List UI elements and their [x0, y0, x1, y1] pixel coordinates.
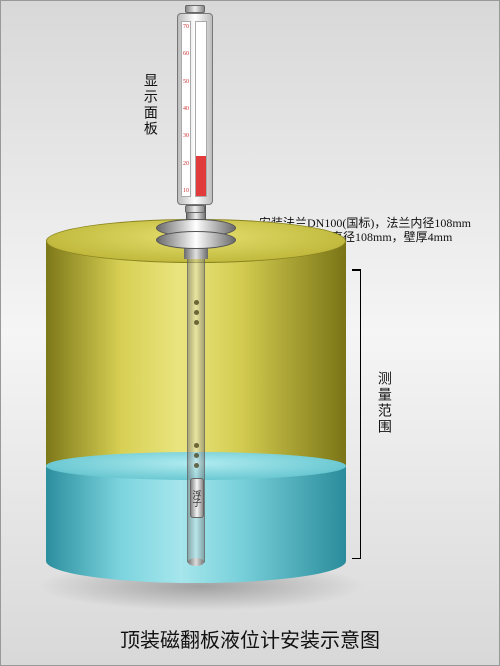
- tube-hole: [194, 463, 199, 468]
- scale-tick: 60: [182, 51, 190, 57]
- tube-hole: [194, 453, 199, 458]
- panel-cap-bottom: [185, 205, 205, 213]
- tube-hole: [194, 300, 199, 305]
- panel-indicator: [195, 21, 207, 197]
- display-panel: 70 60 50 40 30 20 10: [177, 13, 213, 205]
- float-label: 浮子: [191, 490, 204, 506]
- tube-hole: [194, 310, 199, 315]
- scale-tick: 40: [182, 106, 190, 112]
- diagram-stage: 浮子 70 60 50 40 30 20 10 显示面板 安装法兰DN100(国…: [1, 1, 499, 665]
- diagram-caption: 顶装磁翻板液位计安装示意图: [1, 624, 499, 653]
- flange-assembly: [156, 219, 236, 253]
- scale-tick: 10: [182, 188, 190, 194]
- scale-tick: 50: [182, 79, 190, 85]
- range-label: 测量范围: [373, 371, 392, 435]
- guide-tube: 浮子: [187, 253, 205, 563]
- panel-cap-top: [185, 5, 205, 13]
- scale-tick: 70: [182, 24, 190, 30]
- panel-scale: 70 60 50 40 30 20 10: [181, 21, 191, 197]
- panel-label: 显示面板: [139, 73, 158, 137]
- float: 浮子: [190, 478, 204, 518]
- tube-hole: [194, 320, 199, 325]
- scale-tick: 20: [182, 161, 190, 167]
- tube-hole: [194, 443, 199, 448]
- range-bracket: [353, 269, 361, 559]
- scale-tick: 30: [182, 133, 190, 139]
- flange-plate-bottom: [156, 231, 236, 249]
